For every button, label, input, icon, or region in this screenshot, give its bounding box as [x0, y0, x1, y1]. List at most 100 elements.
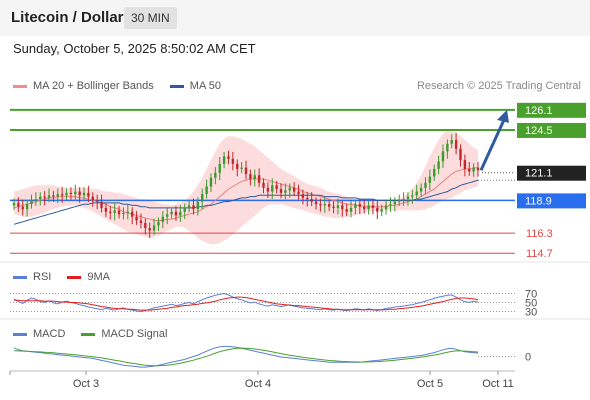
- candle-body: [218, 163, 221, 173]
- candle-body: [161, 216, 165, 222]
- level-label-bg: [517, 102, 586, 118]
- candle-body: [139, 220, 143, 224]
- bollinger-band: [14, 130, 478, 245]
- candle-body: [476, 167, 480, 171]
- candle-body: [166, 214, 169, 217]
- candle-body: [336, 205, 340, 208]
- level-label-116.3: 116.3: [526, 228, 553, 240]
- candle-body: [279, 189, 283, 193]
- candle-body: [144, 223, 147, 229]
- candle-body: [362, 206, 366, 210]
- candle-body: [222, 156, 226, 164]
- candle-body: [319, 204, 322, 206]
- macd-line: [13, 345, 479, 368]
- candle-body: [100, 201, 103, 208]
- level-label-bg: [517, 122, 586, 138]
- rsi-ma-legend-swatch: [67, 275, 82, 279]
- candle-body: [148, 228, 151, 231]
- candle-body: [341, 205, 344, 210]
- candle-body: [257, 175, 261, 183]
- candle-body: [398, 200, 401, 202]
- candle-body: [433, 168, 436, 177]
- level-label-bg: [517, 193, 586, 209]
- x-tick-label: Oct 3: [73, 378, 99, 390]
- candle-body: [122, 212, 125, 215]
- macd-legend-swatch: [13, 332, 27, 336]
- candle-body: [74, 191, 77, 195]
- candle-body: [60, 194, 64, 196]
- level-label-126.1: 126.1: [525, 105, 553, 117]
- ma50-line: [13, 179, 479, 225]
- candle-body: [393, 201, 397, 205]
- candle-body: [297, 191, 300, 195]
- candle-body: [91, 196, 94, 201]
- candle-body: [183, 207, 186, 212]
- chart-title: Litecoin / Dollar: [11, 9, 124, 26]
- candle-body: [25, 204, 29, 210]
- candle-body: [21, 206, 24, 210]
- candle-body: [69, 192, 73, 195]
- candle-body: [411, 195, 414, 197]
- candle-body: [450, 140, 453, 144]
- candle-body: [135, 216, 138, 221]
- level-label-bg: [517, 165, 586, 181]
- macd-zero-label: 0: [525, 352, 531, 364]
- candle-body: [454, 140, 458, 149]
- candle-body: [332, 206, 335, 208]
- candle-body: [109, 211, 112, 213]
- candle-body: [327, 204, 331, 207]
- candle-body: [249, 173, 252, 179]
- candle-body: [47, 195, 51, 198]
- candle-body: [459, 148, 462, 161]
- rsi-level-label: 30: [525, 307, 537, 319]
- candle-body: [262, 182, 265, 188]
- macd-legend-label: MACD: [33, 328, 66, 340]
- rsi-level-label: 70: [525, 289, 537, 301]
- candle-body: [354, 204, 357, 208]
- candle-body: [52, 195, 55, 197]
- candle-body: [87, 192, 90, 197]
- macd-signal-line: [13, 347, 479, 367]
- candle-body: [117, 210, 121, 215]
- candle-body: [406, 196, 410, 200]
- candle-body: [126, 211, 130, 213]
- candle-body: [192, 205, 195, 210]
- candle-body: [441, 151, 445, 162]
- candle-body: [43, 196, 46, 198]
- level-label-124.5: 124.5: [525, 125, 553, 137]
- candle-body: [170, 211, 173, 215]
- candle-body: [244, 167, 248, 174]
- candle-body: [39, 196, 42, 200]
- x-tick-label: Oct 5: [417, 378, 443, 390]
- candle-body: [402, 199, 405, 201]
- candle-body: [214, 172, 217, 178]
- forecast-arrow-shaft: [479, 119, 506, 171]
- candle-body: [437, 161, 440, 169]
- candle-body: [253, 175, 256, 179]
- candle-body: [292, 187, 296, 192]
- rsi-legend-swatch: [13, 275, 27, 279]
- candle-body: [104, 207, 108, 212]
- timestamp: Sunday, October 5, 2025 8:50:02 AM CET: [13, 41, 256, 56]
- candle-body: [463, 160, 467, 169]
- macd-legend: MACD MACD Signal: [13, 328, 167, 340]
- interval-badge[interactable]: 30 MIN: [124, 7, 177, 29]
- ma50-legend-swatch: [169, 84, 184, 88]
- rsi-ma-legend-label: 9MA: [87, 271, 110, 283]
- candle-body: [30, 200, 33, 205]
- candle-body: [174, 211, 178, 216]
- candle-body: [380, 209, 383, 212]
- candle-body: [236, 163, 239, 169]
- candle-body: [231, 158, 235, 164]
- forecast-arrow-head: [497, 109, 509, 123]
- candle-body: [240, 167, 243, 169]
- ma50-legend-label: MA 50: [189, 80, 221, 92]
- candle-body: [34, 199, 38, 201]
- candle-body: [306, 197, 309, 200]
- candle-body: [130, 211, 134, 217]
- candle-body: [65, 192, 68, 196]
- candle-body: [82, 192, 86, 196]
- candle-body: [419, 187, 423, 192]
- candle-body: [187, 205, 191, 208]
